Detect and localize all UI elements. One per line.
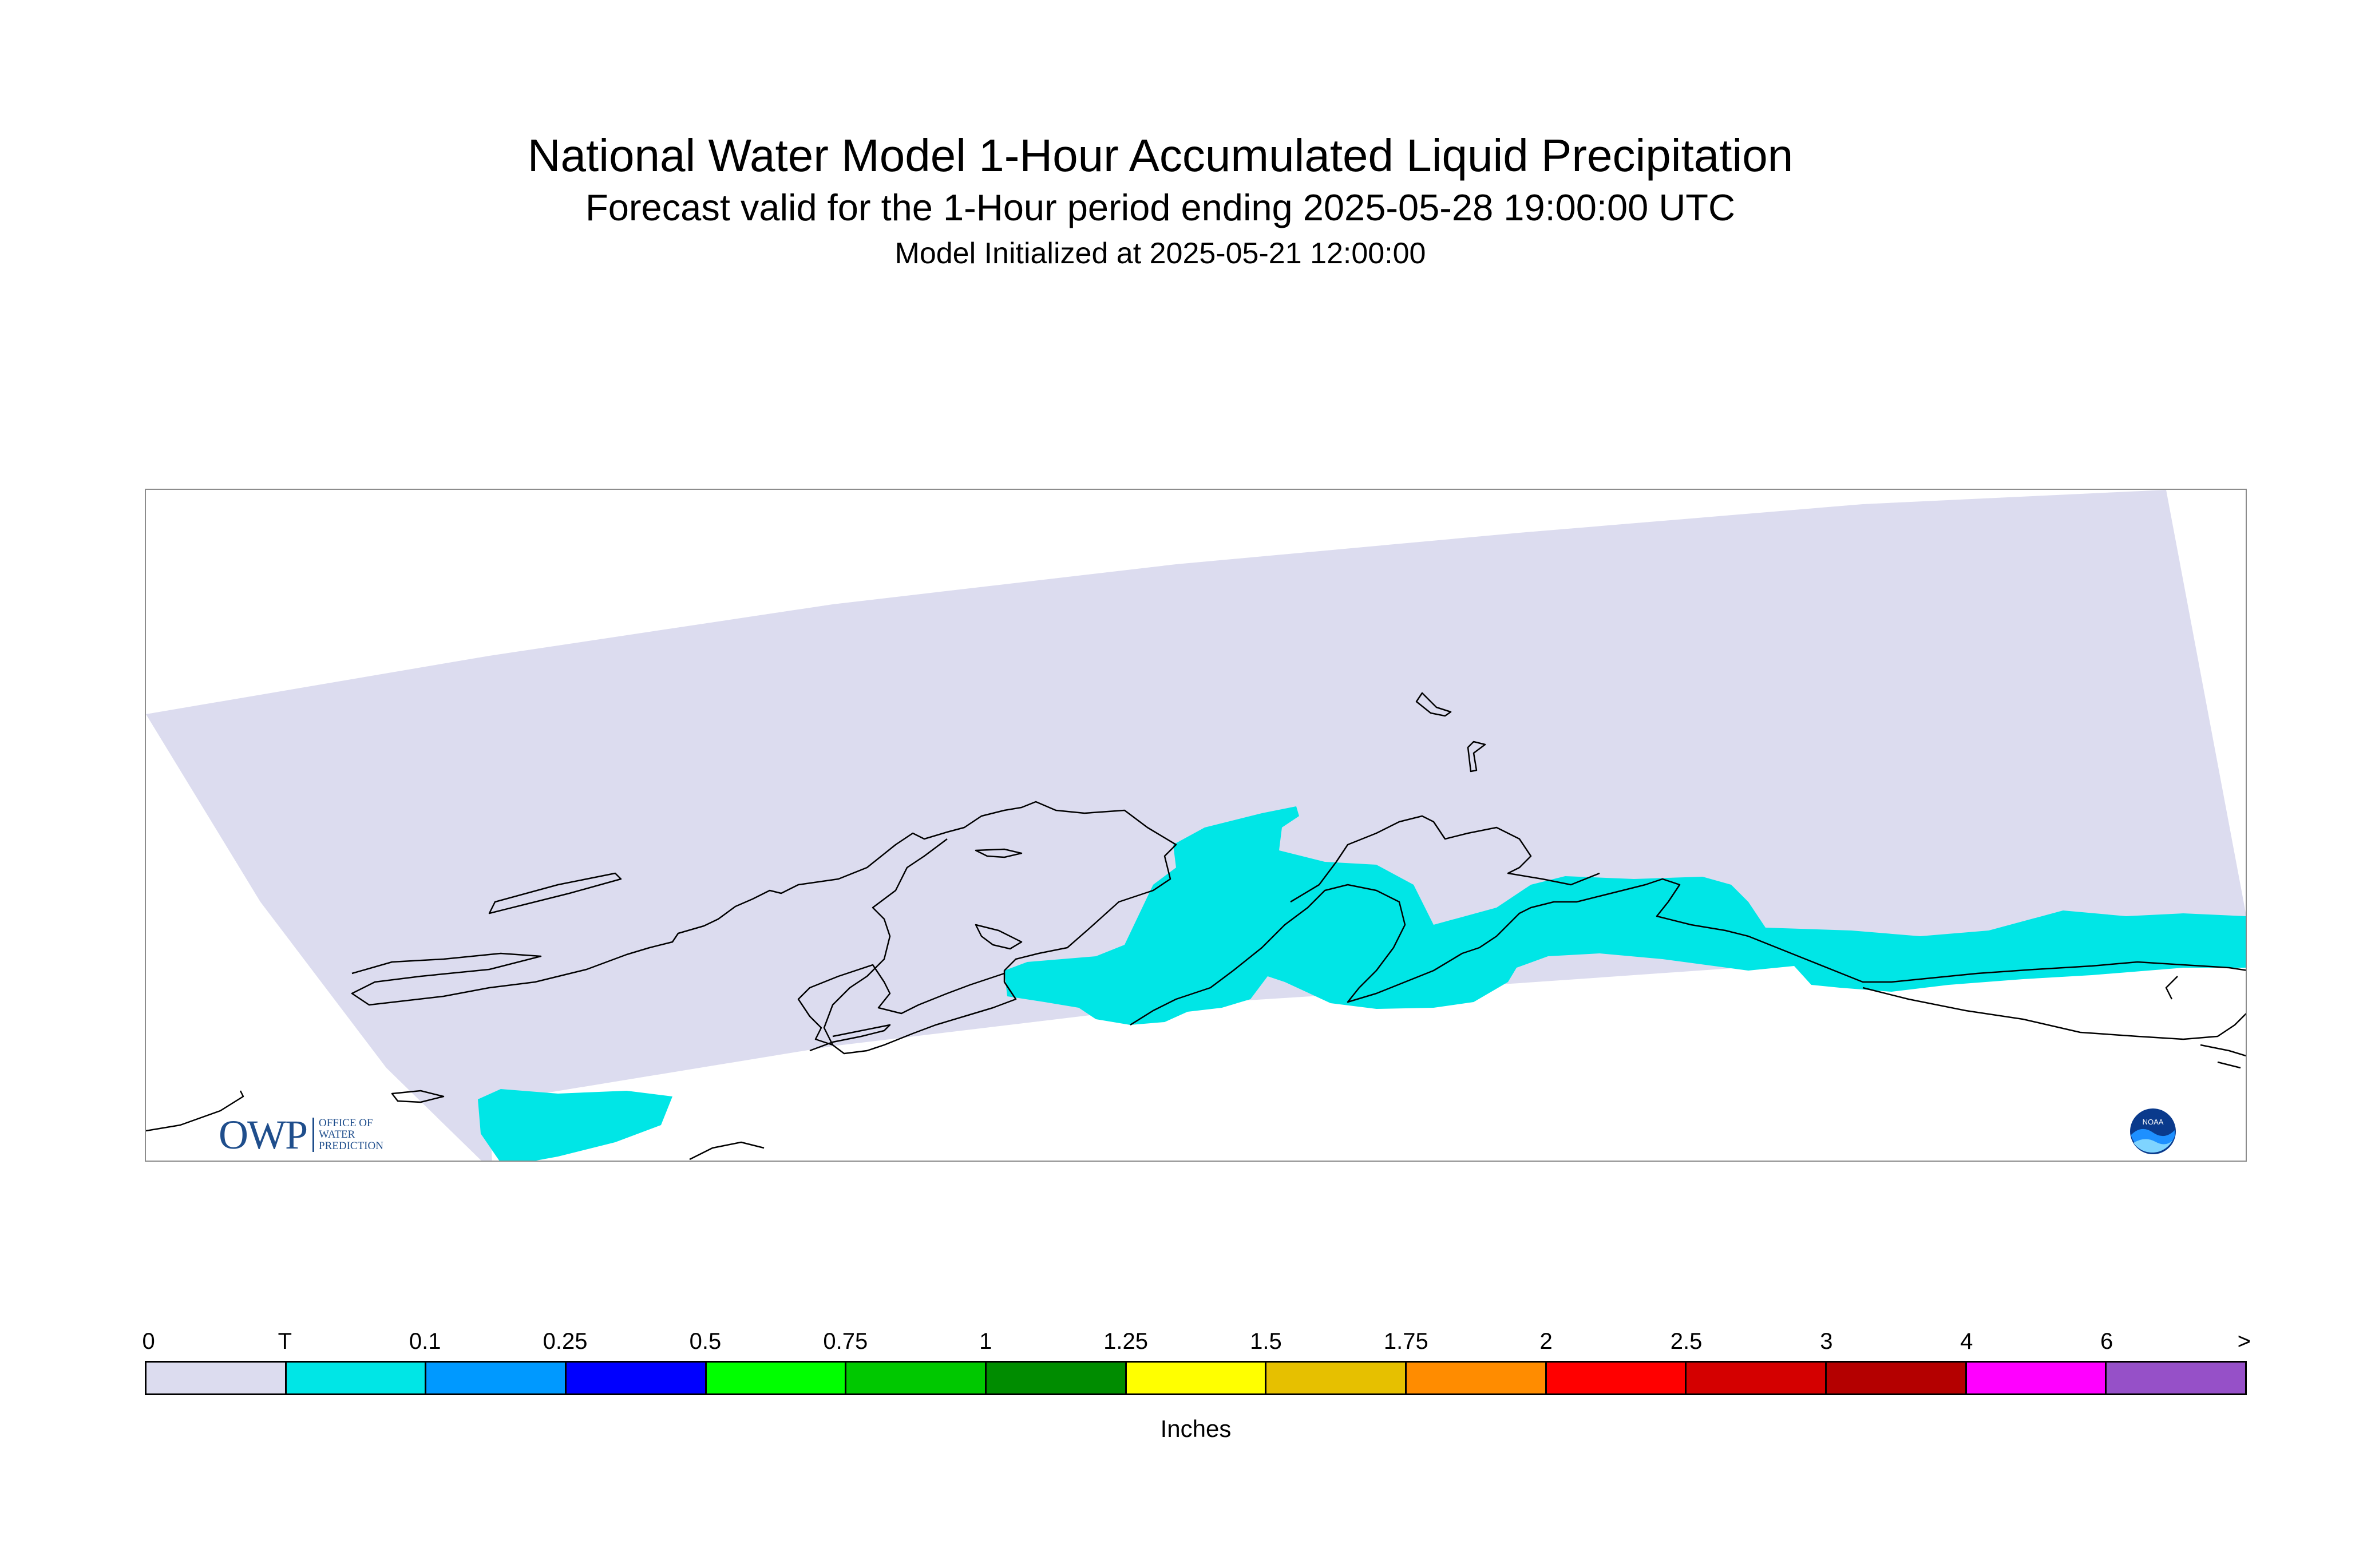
legend-tick-label: 2 [1539, 1329, 1553, 1354]
precip-area-southcentral [1004, 806, 2246, 1025]
island-bering-2 [689, 1141, 765, 1161]
legend-tick-label: 1 [979, 1329, 992, 1354]
forecast-valid-subtitle: Forecast valid for the 1-Hour period end… [585, 187, 1735, 228]
legend-swatch [987, 1363, 1127, 1393]
legend-tick-label: 2.5 [1670, 1329, 1703, 1354]
legend-bar [145, 1361, 2247, 1395]
legend-swatch [1827, 1363, 1967, 1393]
legend-colorbar: 0 T 0.1 0.25 0.5 0.75 1 1.25 1.5 1.75 2 2.5 3 4 6 > Inc… [142, 1328, 2251, 1454]
legend-swatch [1687, 1363, 1827, 1393]
legend-tick-label: 4 [1960, 1329, 1973, 1354]
owp-logo-mark: OWP [219, 1111, 308, 1158]
island-north-1 [1415, 692, 1452, 717]
legend-tick-label: 0.5 [689, 1329, 722, 1354]
island-north-2 [1467, 741, 1486, 773]
legend-tick-label: 1.25 [1103, 1329, 1148, 1354]
owp-logo-line: Water [319, 1128, 355, 1141]
island-north-3 [488, 872, 622, 914]
island-lake-1 [975, 924, 1023, 950]
legend-tick-label: 0.75 [823, 1329, 868, 1354]
coastline-southcentral [1130, 878, 2246, 1026]
legend-swatch [846, 1363, 987, 1393]
legend-tick-label: T [278, 1329, 292, 1354]
legend-swatch [1407, 1363, 1547, 1393]
coastline-southeast-islands [2165, 976, 2246, 1069]
legend-swatch [286, 1363, 427, 1393]
legend-tick-label: 1.5 [1250, 1329, 1282, 1354]
island-bering-1 [391, 1090, 445, 1103]
map-title: National Water Model 1-Hour Accumulated … [527, 130, 1794, 181]
legend-swatch [567, 1363, 707, 1393]
owp-logo-line: Prediction [319, 1139, 383, 1152]
legend-swatch [1266, 1363, 1407, 1393]
coastline-panhandle [1862, 987, 2246, 1040]
precip-area-southwest [478, 1089, 672, 1161]
legend-swatch [426, 1363, 567, 1393]
legend-swatch [1126, 1363, 1267, 1393]
owp-logo-line: Office of [319, 1116, 373, 1129]
legend-tick-label: 1.75 [1383, 1329, 1428, 1354]
noaa-logo-text: NOAA [2143, 1118, 2164, 1126]
legend-tick-label: 3 [1820, 1329, 1833, 1354]
legend-tick-label: 6 [2100, 1329, 2113, 1354]
noaa-logo-icon: NOAA [2130, 1108, 2176, 1154]
legend-tick-label: 0.1 [409, 1329, 441, 1354]
model-initialized-subtitle: Model Initialized at 2025-05-21 12:00:00 [894, 237, 1426, 270]
island-lake-2 [975, 848, 1023, 858]
map-canvas [146, 490, 2246, 1161]
owp-logo-subtitle: Office of Water Prediction [312, 1116, 383, 1152]
coastline-interior-line [823, 838, 948, 1046]
legend-tick-label: 0 [142, 1329, 155, 1354]
legend-tick-label: > [2237, 1329, 2251, 1354]
coastline-mainland [146, 801, 1177, 1132]
coastline-kenai [1290, 815, 1600, 903]
legend-units: Inches [1160, 1415, 1232, 1442]
model-domain-area [146, 490, 2246, 1161]
owp-logo: OWP Office of Water Prediction [219, 1113, 383, 1156]
legend-swatch [706, 1363, 847, 1393]
map-panel [145, 489, 2247, 1162]
island-aleutian [809, 1024, 891, 1052]
legend-swatch [2107, 1363, 2246, 1393]
legend-swatch [1966, 1363, 2107, 1393]
title-block: National Water Model 1-Hour Accumulated … [0, 0, 2375, 298]
legend-swatch [147, 1363, 287, 1393]
legend-tick-label: 0.25 [543, 1329, 588, 1354]
legend-swatch [1546, 1363, 1687, 1393]
